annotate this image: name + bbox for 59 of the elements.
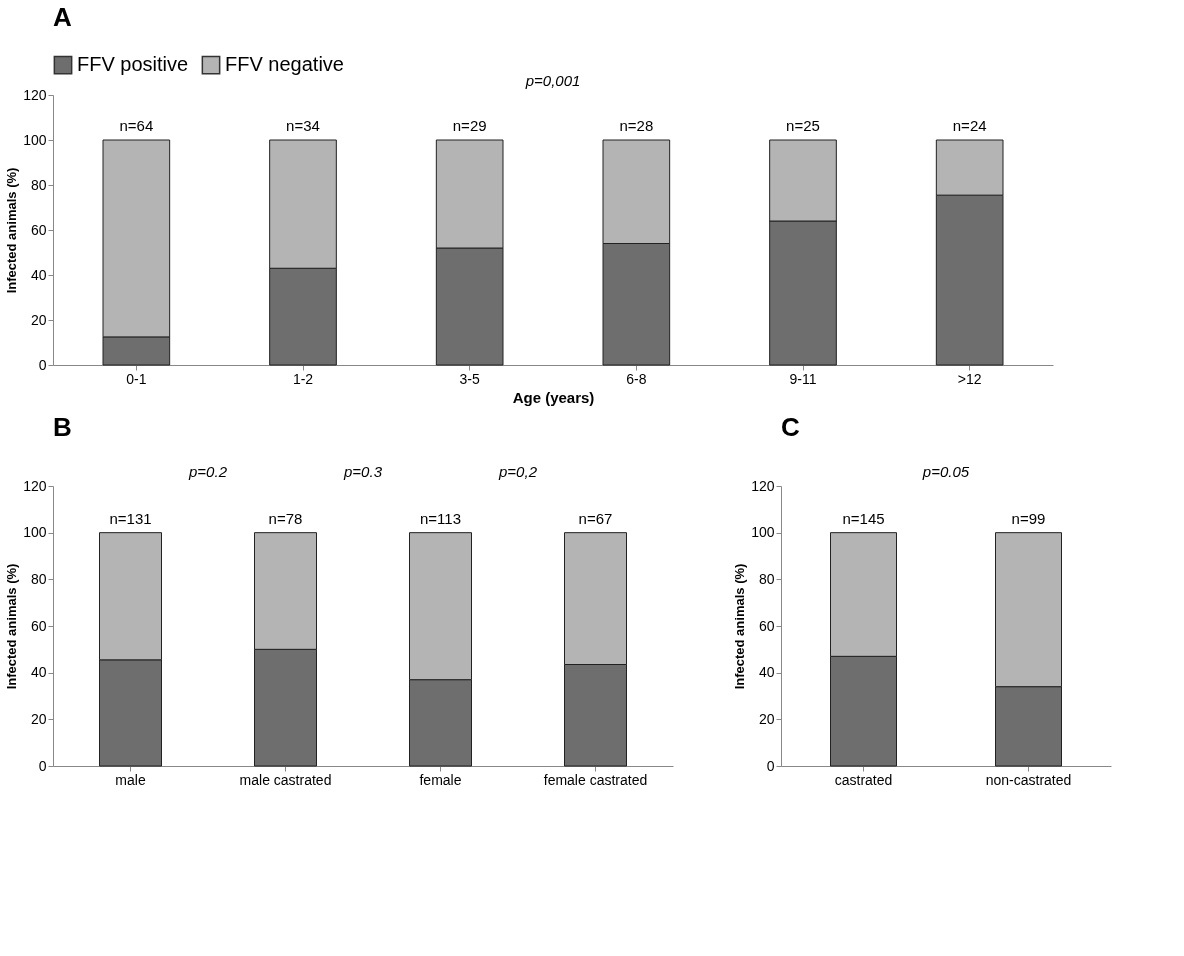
annotation: n=25 (786, 117, 820, 134)
y-tick-label: 120 (751, 477, 775, 494)
annotation: n=99 (1011, 509, 1046, 527)
text: p=0.05 (921, 463, 970, 480)
y-tick-label: 120 (23, 86, 47, 103)
y-tick-label: 100 (23, 524, 47, 541)
y-tick-label: 20 (758, 710, 775, 727)
chart-title: B (53, 412, 72, 442)
chart-title: C (781, 412, 800, 442)
x-tick-label: female castrated (543, 771, 648, 788)
y-tick-label: 0 (766, 757, 775, 774)
annotation: n=78 (268, 509, 303, 527)
text: p=0.3 (343, 463, 383, 480)
y-tick-label: 100 (23, 131, 47, 148)
x-tick-label: 1-2 (292, 370, 314, 387)
y-tick-label: 80 (758, 570, 775, 587)
text: p=0,001 (524, 72, 581, 89)
x-tick-label: non-castrated (985, 771, 1072, 788)
x-tick-label: 0-1 (126, 370, 147, 387)
y-tick-label: 40 (30, 266, 47, 283)
annotation: n=64 (119, 117, 154, 134)
x-tick-label: 9-11 (789, 370, 817, 387)
x-axis-title: Age (years) (512, 388, 595, 406)
x-tick-label: castrated (834, 771, 893, 788)
y-tick-label: 0 (38, 356, 47, 373)
x-tick-label: 3-5 (459, 370, 480, 387)
y-tick-label: 60 (758, 617, 775, 634)
chart-title: A (53, 2, 72, 32)
y-axis-title: Infected animals (%) (4, 563, 20, 690)
annotation: n=34 (286, 117, 320, 134)
y-tick-label: 40 (758, 664, 775, 681)
text: p=0.2 (188, 463, 228, 480)
y-tick-label: 20 (30, 311, 47, 328)
x-tick-label: 6-8 (626, 370, 647, 387)
legend-label: FFV negative (225, 53, 344, 76)
x-tick-label: >12 (957, 370, 982, 387)
y-tick-label: 60 (30, 617, 47, 634)
annotation: n=113 (419, 509, 462, 527)
x-tick-label: male castrated (239, 771, 332, 788)
annotation: n=131 (109, 509, 152, 527)
annotation: n=29 (452, 117, 487, 134)
y-tick-label: 120 (23, 477, 47, 494)
annotation: n=67 (578, 509, 613, 527)
y-tick-label: 100 (751, 524, 775, 541)
annotation: n=145 (842, 509, 885, 527)
legend-label: FFV positive (77, 53, 189, 76)
y-tick-label: 40 (30, 664, 47, 681)
y-tick-label: 0 (38, 757, 47, 774)
x-tick-label: female (419, 771, 462, 788)
y-tick-label: 60 (30, 221, 47, 238)
y-axis-title: Infected animals (%) (4, 167, 20, 294)
y-tick-label: 80 (30, 570, 47, 587)
y-tick-label: 80 (30, 176, 47, 193)
text: p=0,2 (498, 463, 538, 480)
y-axis-title: Infected animals (%) (732, 563, 748, 690)
y-tick-label: 20 (30, 710, 47, 727)
x-tick-label: male (115, 771, 146, 788)
annotation: n=24 (952, 117, 987, 134)
annotation: n=28 (619, 117, 654, 134)
